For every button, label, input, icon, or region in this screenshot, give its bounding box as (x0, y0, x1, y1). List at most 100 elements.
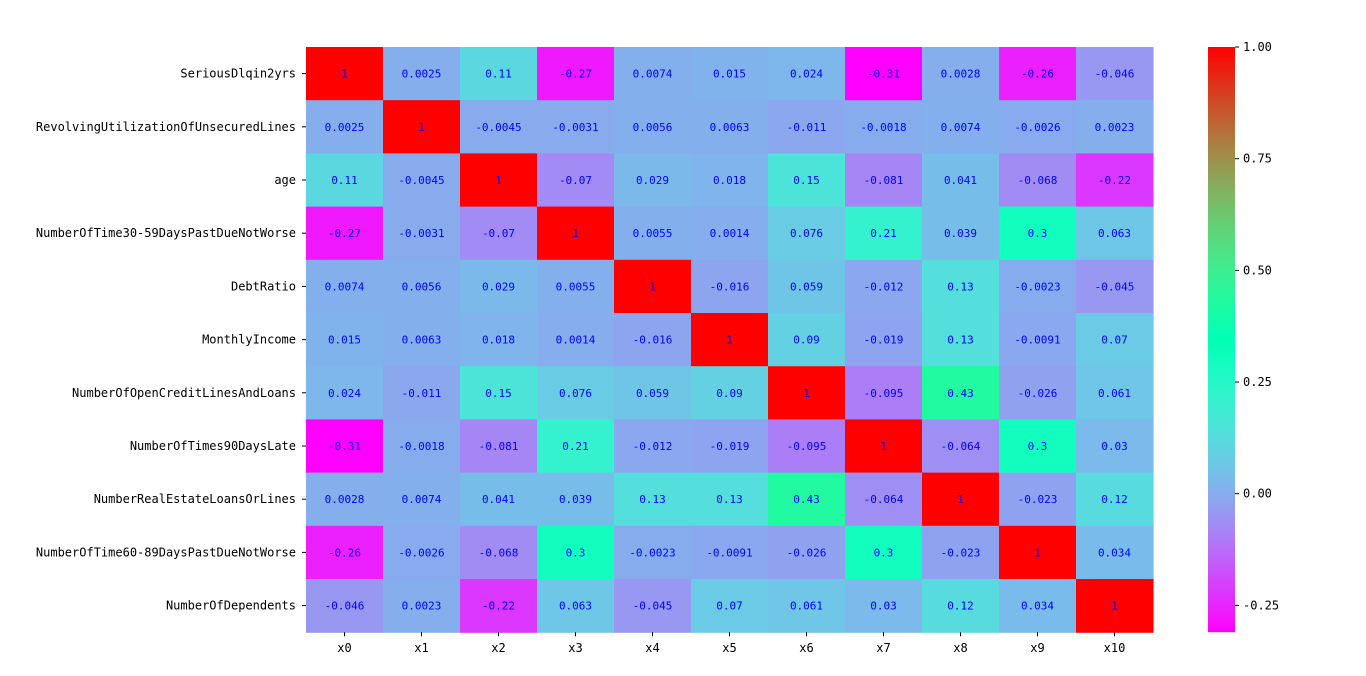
cell-value-label: 1 (649, 280, 656, 293)
cell-value-label: -0.0045 (398, 174, 444, 187)
cell-value-label: 1 (341, 68, 348, 81)
heatmap-cell (537, 579, 615, 633)
heatmap-cell (383, 153, 461, 208)
heatmap-cell (306, 579, 384, 633)
cell-value-label: -0.0023 (1014, 280, 1060, 293)
heatmap-cell (537, 525, 615, 580)
heatmap-cell (383, 47, 461, 101)
colorbar: 1.00 0.75 0.50 0.25 0.00 -0.25 (1208, 40, 1279, 633)
heatmap-cell (845, 419, 923, 474)
y-tick-label: NumberOfDependents (166, 599, 296, 613)
heatmap-cell (614, 366, 692, 420)
cell-value-label: -0.019 (864, 334, 904, 347)
heatmap-cell (768, 472, 846, 527)
cell-value-label: 0.3 (1028, 440, 1048, 453)
heatmap-cell (691, 525, 769, 580)
y-tick-label: SeriousDlqin2yrs (180, 67, 296, 81)
heatmap-cell (1076, 47, 1154, 101)
heatmap-cell (768, 419, 846, 474)
cell-value-label: 0.03 (870, 600, 897, 613)
heatmap-cell (383, 100, 461, 154)
cell-value-label: 0.0063 (402, 334, 442, 347)
cell-value-label: -0.016 (633, 334, 673, 347)
cell-value-label: 0.034 (1021, 600, 1054, 613)
cell-value-label: 0.0056 (633, 121, 673, 134)
heatmap-cell (306, 313, 384, 367)
cell-value-label: 0.029 (636, 174, 669, 187)
x-tick-label: x3 (568, 641, 582, 655)
cell-value-label: 0.12 (947, 600, 974, 613)
cell-value-label: -0.046 (1095, 68, 1135, 81)
cell-value-label: -0.0018 (860, 121, 906, 134)
heatmap-cell (999, 100, 1077, 154)
heatmap-cell (768, 525, 846, 580)
cell-value-label: -0.095 (864, 387, 904, 400)
cell-value-label: 0.0025 (325, 121, 365, 134)
x-tick-label: x9 (1030, 641, 1044, 655)
x-tick-label: x0 (337, 641, 351, 655)
heatmap-cell (383, 472, 461, 527)
cell-value-label: -0.0045 (475, 121, 521, 134)
heatmap-cell (691, 579, 769, 633)
heatmap-cell (922, 472, 1000, 527)
cell-value-label: 0.024 (328, 387, 361, 400)
cell-value-label: 1 (957, 493, 964, 506)
heatmap-cell (691, 313, 769, 367)
cell-value-label: 1 (880, 440, 887, 453)
heatmap-cell (845, 472, 923, 527)
y-axis-labels: SeriousDlqin2yrs RevolvingUtilizationOfUn… (36, 67, 306, 613)
y-tick-label: DebtRatio (231, 279, 296, 293)
cell-value-label: 0.12 (1101, 493, 1128, 506)
y-tick-label: MonthlyIncome (202, 333, 296, 347)
cell-annotations: 1 0.0025 0.11 -0.27 0.0074 0.015 0.024 -0.31 0.0… (325, 68, 1135, 613)
cell-value-label: -0.064 (941, 440, 981, 453)
cell-value-label: -0.012 (864, 280, 904, 293)
cell-value-label: 0.0014 (556, 334, 596, 347)
cell-value-label: 0.21 (870, 227, 897, 240)
heatmap-cell (614, 472, 692, 527)
heatmap-cell (537, 366, 615, 420)
cell-value-label: -0.22 (1098, 174, 1131, 187)
heatmap-cell (1076, 206, 1154, 261)
heatmap-cell (691, 153, 769, 208)
heatmap-cell (306, 259, 384, 314)
cell-value-label: 0.43 (793, 493, 820, 506)
heatmap-cell (691, 472, 769, 527)
cell-value-label: 0.0025 (402, 68, 442, 81)
cell-value-label: 0.076 (790, 227, 823, 240)
cell-value-label: -0.068 (1018, 174, 1058, 187)
heatmap-cell (922, 313, 1000, 367)
heatmap-cell (922, 206, 1000, 261)
cell-value-label: -0.023 (1018, 493, 1058, 506)
cell-value-label: 1 (1034, 546, 1041, 559)
heatmap-cell (691, 206, 769, 261)
y-tick-label: NumberOfOpenCreditLinesAndLoans (72, 386, 296, 400)
heatmap-cell (460, 472, 538, 527)
x-tick-label: x7 (876, 641, 890, 655)
cell-value-label: 0.0074 (633, 68, 673, 81)
cell-value-label: 0.024 (790, 68, 823, 81)
cell-value-label: -0.0091 (706, 546, 752, 559)
heatmap-cell (691, 419, 769, 474)
heatmap-cell (999, 366, 1077, 420)
heatmap-cell (922, 100, 1000, 154)
colorbar-tick-label: 1.00 (1243, 40, 1272, 54)
heatmap-cell (845, 366, 923, 420)
cell-value-label: 0.029 (482, 280, 515, 293)
cell-value-label: 0.015 (713, 68, 746, 81)
cell-value-label: -0.07 (559, 174, 592, 187)
cell-value-label: 0.11 (485, 68, 512, 81)
cell-value-label: 0.0028 (941, 68, 981, 81)
heatmap-cell (768, 259, 846, 314)
heatmap-cell (1076, 419, 1154, 474)
cell-value-label: 0.09 (793, 334, 820, 347)
x-tick-label: x10 (1104, 641, 1126, 655)
cell-value-label: 0.018 (482, 334, 515, 347)
cell-value-label: -0.31 (867, 68, 900, 81)
heatmap-cell (306, 366, 384, 420)
cell-value-label: 0.015 (328, 334, 361, 347)
heatmap-cell (460, 153, 538, 208)
cell-value-label: 0.0014 (710, 227, 750, 240)
